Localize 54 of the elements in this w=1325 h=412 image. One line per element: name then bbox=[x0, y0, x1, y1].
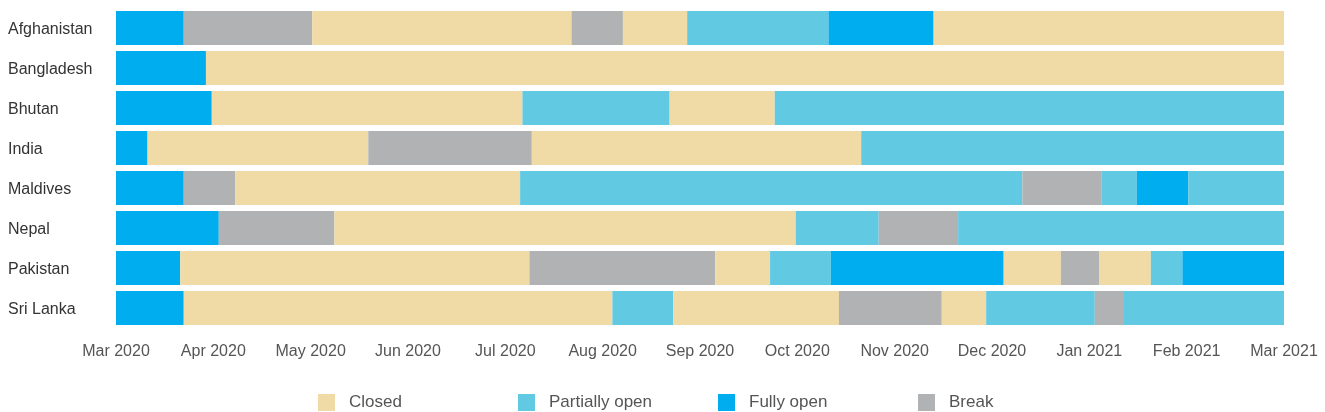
bar bbox=[116, 51, 206, 85]
text: Jun 2020 bbox=[375, 342, 441, 360]
bar bbox=[116, 91, 212, 125]
bar bbox=[1136, 171, 1189, 205]
y-tick-label: Bhutan bbox=[8, 100, 59, 117]
text: Dec 2020 bbox=[957, 342, 1027, 360]
y-tick-label: Pakistan bbox=[8, 260, 70, 277]
bar bbox=[211, 91, 523, 125]
bar bbox=[828, 11, 934, 45]
bar bbox=[1094, 291, 1124, 325]
bar bbox=[1101, 171, 1137, 205]
legend-label: Partially open bbox=[549, 392, 653, 412]
bar bbox=[687, 11, 829, 45]
y-tick-label: Nepal bbox=[8, 220, 50, 237]
bar bbox=[1060, 251, 1100, 285]
bar bbox=[147, 131, 369, 165]
bar bbox=[180, 251, 530, 285]
bar bbox=[1182, 251, 1284, 285]
text: Feb 2021 bbox=[1152, 342, 1221, 360]
bar bbox=[312, 11, 572, 45]
bar bbox=[1150, 251, 1183, 285]
text: May 2020 bbox=[275, 342, 346, 360]
text: Jan 2021 bbox=[1056, 342, 1123, 360]
y-tick-label: Afghanistan bbox=[8, 20, 93, 37]
bar bbox=[116, 171, 184, 205]
text: Aug 2020 bbox=[568, 342, 637, 360]
bar bbox=[669, 91, 775, 125]
text: Nov 2020 bbox=[860, 342, 929, 360]
bar bbox=[715, 251, 771, 285]
bar bbox=[116, 211, 219, 245]
text: Apr 2020 bbox=[180, 342, 246, 360]
y-tick-label: Sri Lanka bbox=[8, 300, 76, 317]
bar bbox=[183, 291, 613, 325]
y-tick-label: Bangladesh bbox=[8, 60, 93, 77]
bar bbox=[116, 131, 148, 165]
legend-label: Fully open bbox=[749, 392, 828, 412]
y-tick-label: India bbox=[8, 140, 43, 157]
bar bbox=[334, 211, 796, 245]
bar bbox=[116, 251, 181, 285]
bar bbox=[235, 171, 521, 205]
text: Oct 2020 bbox=[764, 342, 830, 360]
legend-label: Break bbox=[949, 392, 994, 412]
text: Mar 2020 bbox=[82, 342, 150, 360]
bar bbox=[116, 11, 184, 45]
text: Sep 2020 bbox=[665, 342, 735, 360]
legend-label: Closed bbox=[349, 392, 402, 412]
bar bbox=[531, 131, 862, 165]
bar bbox=[673, 291, 839, 325]
y-tick-label: Maldives bbox=[8, 180, 72, 197]
text: Mar 2021 bbox=[1250, 342, 1318, 360]
text: Jul 2020 bbox=[475, 342, 536, 360]
bar bbox=[205, 51, 1284, 85]
bar bbox=[958, 211, 1284, 245]
bar bbox=[116, 291, 184, 325]
